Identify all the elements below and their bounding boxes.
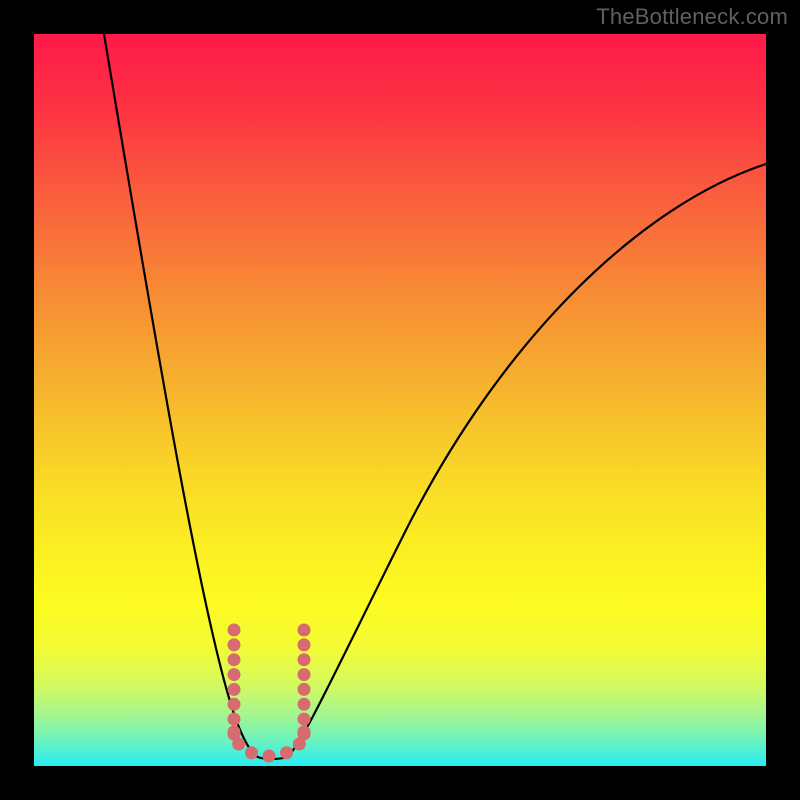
- marker-dot: [280, 746, 293, 759]
- marker-dot: [228, 683, 241, 696]
- watermark-text: TheBottleneck.com: [596, 4, 788, 30]
- marker-dot: [228, 624, 241, 637]
- marker-dot: [298, 668, 311, 681]
- marker-dot: [228, 726, 241, 739]
- marker-dot: [298, 683, 311, 696]
- gradient-background: [34, 34, 766, 766]
- marker-dot: [228, 713, 241, 726]
- marker-dot: [232, 738, 245, 751]
- marker-dot: [228, 698, 241, 711]
- marker-dot: [298, 698, 311, 711]
- marker-dot: [298, 638, 311, 651]
- marker-dot: [298, 726, 311, 739]
- marker-dot: [298, 653, 311, 666]
- chart-container: TheBottleneck.com: [0, 0, 800, 800]
- marker-dot: [263, 750, 276, 763]
- marker-dot: [245, 746, 258, 759]
- plot-area: [34, 34, 766, 766]
- marker-dot: [298, 624, 311, 637]
- marker-dot: [228, 668, 241, 681]
- plot-svg: [34, 34, 766, 766]
- marker-dot: [293, 738, 306, 751]
- marker-dot: [228, 653, 241, 666]
- marker-dot: [298, 713, 311, 726]
- marker-dot: [228, 638, 241, 651]
